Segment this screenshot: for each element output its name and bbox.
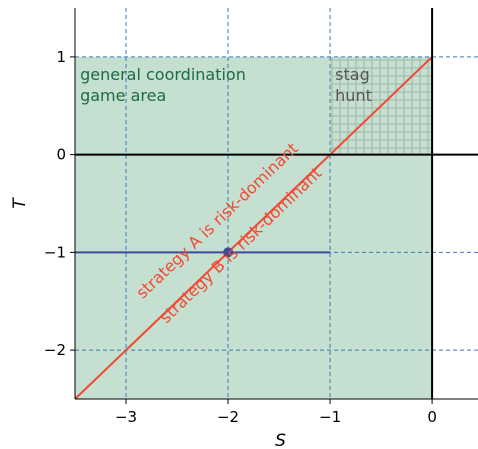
y-axis-label: T — [10, 197, 30, 209]
y-tick-label-1: −1 — [44, 243, 66, 261]
region-label-stag-hunt-line2: hunt — [335, 86, 372, 105]
data-point-0 — [223, 247, 234, 258]
ticks-layer: −3 −2 −1 0 −2 −1 0 1 — [44, 48, 437, 426]
grid-layer — [75, 8, 478, 399]
series-line-0 — [74, 56, 433, 400]
series-layer — [74, 56, 433, 400]
region-label-general-coordination: general coordination — [80, 65, 246, 84]
x-axis-label: S — [275, 431, 286, 449]
axes-layer — [74, 8, 478, 400]
x-tick-label-1: −2 — [217, 408, 239, 426]
y-tick-label-3: 1 — [56, 48, 66, 66]
region-label-stag-hunt: stag — [335, 65, 370, 84]
y-tick-label-2: 0 — [56, 146, 66, 164]
x-tick-label-3: 0 — [427, 408, 437, 426]
region-label-general-coordination-line2: game area — [80, 86, 166, 105]
x-tick-label-2: −1 — [319, 408, 341, 426]
x-tick-label-0: −3 — [115, 408, 137, 426]
y-tick-label-0: −2 — [44, 341, 66, 359]
